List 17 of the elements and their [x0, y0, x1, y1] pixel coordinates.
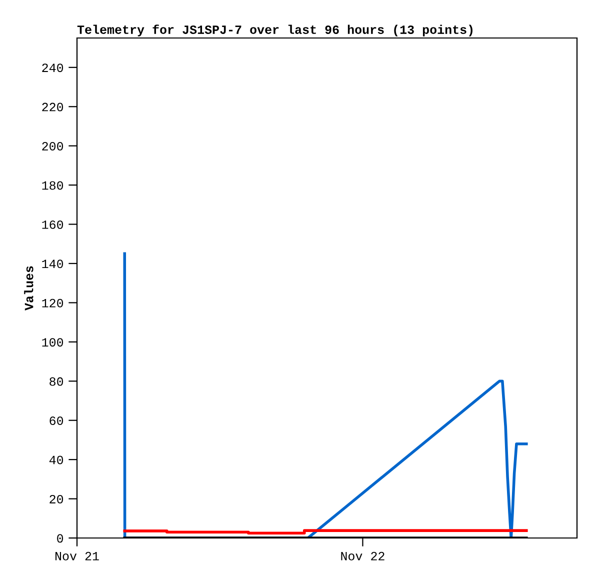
y-tick-label: 40 [49, 456, 64, 464]
y-tick-label: 0 [57, 534, 64, 543]
y-tick-label: 60 [50, 416, 64, 426]
y-tick-label: 20 [50, 494, 64, 504]
y-tick-label: 120 [42, 298, 64, 308]
y-tick-label: 100 [42, 338, 64, 347]
y-axis-title: Values [24, 266, 34, 310]
x-tick-label: Nov 21 [55, 552, 99, 560]
y-tick-label: 140 [42, 260, 64, 268]
y-tick-label: 240 [42, 64, 64, 72]
y-tick-label: 160 [42, 220, 64, 229]
chart-title: Telemetry for JS1SPJ-7 over last 96 hours (13 points) [77, 24, 472, 36]
y-tick-label: 220 [42, 102, 64, 112]
y-tick-label: 200 [42, 142, 64, 150]
x-tick-label: Nov 22 [341, 552, 384, 560]
y-tick-label: 80 [50, 377, 64, 386]
y-tick-label: 180 [42, 181, 64, 190]
